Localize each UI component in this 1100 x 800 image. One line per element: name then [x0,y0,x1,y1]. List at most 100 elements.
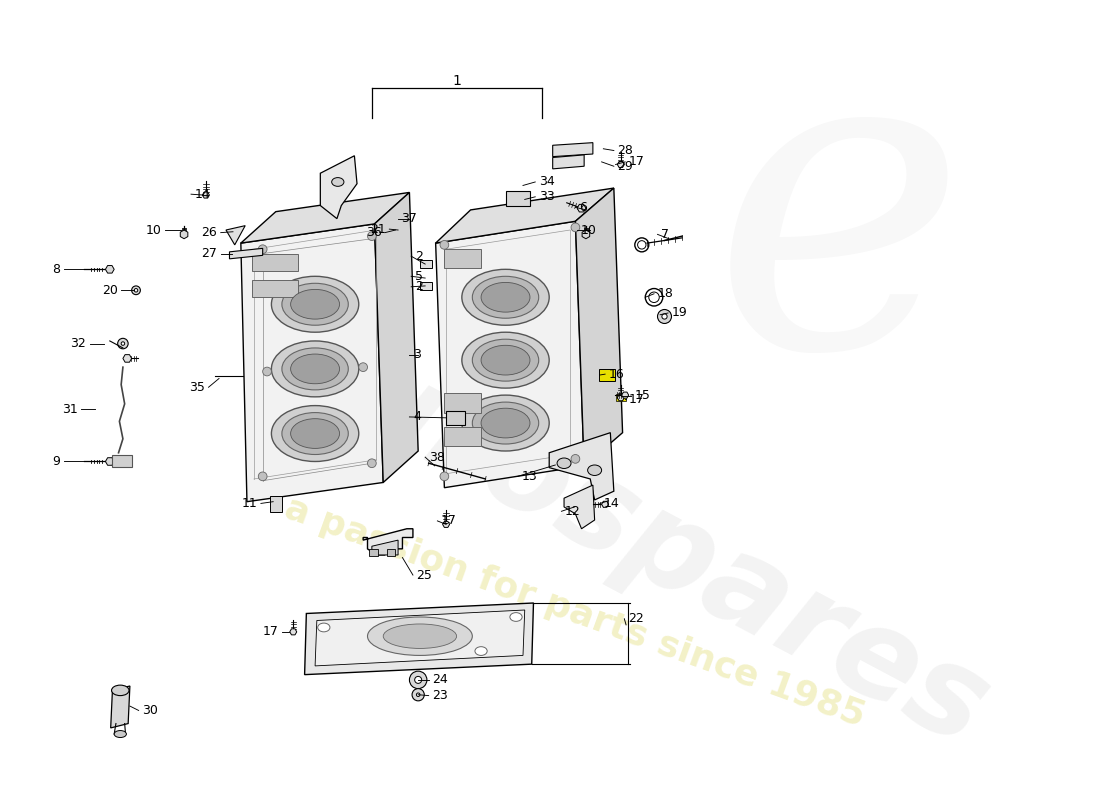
Polygon shape [106,266,114,273]
Text: eurospares: eurospares [254,294,1009,772]
Text: 32: 32 [70,337,86,350]
Text: 4: 4 [412,410,421,423]
Ellipse shape [290,290,340,319]
Text: 13: 13 [521,470,537,483]
Text: 22: 22 [628,612,643,626]
Ellipse shape [510,613,522,622]
Ellipse shape [658,310,671,323]
Ellipse shape [272,276,359,332]
Text: 24: 24 [432,674,448,686]
Bar [506,190,530,206]
Text: a passion for parts since 1985: a passion for parts since 1985 [280,490,870,733]
Polygon shape [241,193,409,243]
Ellipse shape [290,418,340,448]
Bar [420,260,432,269]
Polygon shape [621,392,629,398]
Text: 21: 21 [370,222,386,236]
Bar [252,280,298,298]
Text: 15: 15 [635,390,651,402]
Ellipse shape [121,342,124,346]
Ellipse shape [272,406,359,462]
Text: 23: 23 [432,689,448,702]
Text: 2: 2 [415,250,422,262]
Ellipse shape [481,282,530,312]
Text: 34: 34 [539,175,554,189]
Polygon shape [436,222,584,488]
Text: 19: 19 [671,306,688,319]
Ellipse shape [662,314,667,319]
Polygon shape [123,354,132,362]
Text: 14: 14 [604,497,619,510]
Text: 29: 29 [617,160,634,173]
Text: 18: 18 [658,287,673,300]
Ellipse shape [367,617,472,655]
Ellipse shape [114,730,126,738]
Polygon shape [582,230,590,238]
Polygon shape [552,155,584,169]
Bar [112,454,132,466]
Bar [387,549,396,556]
Ellipse shape [282,283,349,326]
Polygon shape [436,188,614,243]
Ellipse shape [571,223,580,232]
Ellipse shape [132,286,141,294]
Polygon shape [230,248,263,259]
Ellipse shape [462,270,549,326]
Text: 14: 14 [195,188,210,201]
Polygon shape [575,188,623,466]
Ellipse shape [472,339,539,381]
Text: 36: 36 [365,226,382,239]
Text: 17: 17 [441,514,456,527]
Ellipse shape [462,395,549,451]
Bar [444,426,481,446]
Ellipse shape [412,689,425,701]
Bar [444,250,481,269]
Ellipse shape [272,341,359,397]
Ellipse shape [462,332,549,388]
Polygon shape [289,629,297,635]
Polygon shape [106,458,114,466]
Text: 37: 37 [402,212,417,225]
Text: 10: 10 [145,223,162,237]
Ellipse shape [258,245,267,254]
Polygon shape [442,522,450,527]
Ellipse shape [417,693,420,697]
Ellipse shape [367,459,376,468]
Text: 30: 30 [142,704,158,717]
Ellipse shape [472,402,539,444]
Bar [270,497,282,512]
Bar [370,549,378,556]
Ellipse shape [383,624,456,649]
Text: 7: 7 [661,228,669,241]
Text: 11: 11 [242,497,257,510]
Polygon shape [363,529,412,555]
Text: 27: 27 [201,247,218,260]
Text: 31: 31 [62,402,77,415]
Ellipse shape [409,671,427,689]
Polygon shape [241,224,383,502]
Ellipse shape [587,465,602,475]
Text: 35: 35 [189,381,205,394]
Ellipse shape [481,346,530,375]
Ellipse shape [359,362,367,371]
Text: 38: 38 [429,450,444,464]
Bar [616,394,626,402]
Bar [444,394,481,413]
Text: 16: 16 [608,368,625,381]
Ellipse shape [367,232,376,241]
Ellipse shape [282,413,349,454]
Ellipse shape [134,289,138,292]
Text: 8: 8 [52,263,60,276]
Ellipse shape [475,646,487,655]
Text: 17: 17 [263,626,278,638]
Polygon shape [226,226,245,245]
Polygon shape [617,162,625,167]
Polygon shape [202,192,209,198]
Polygon shape [412,690,424,699]
Ellipse shape [481,408,530,438]
Polygon shape [111,686,130,728]
Text: 17: 17 [629,393,645,406]
Ellipse shape [571,454,580,463]
Ellipse shape [258,472,267,481]
Text: 33: 33 [539,190,554,203]
